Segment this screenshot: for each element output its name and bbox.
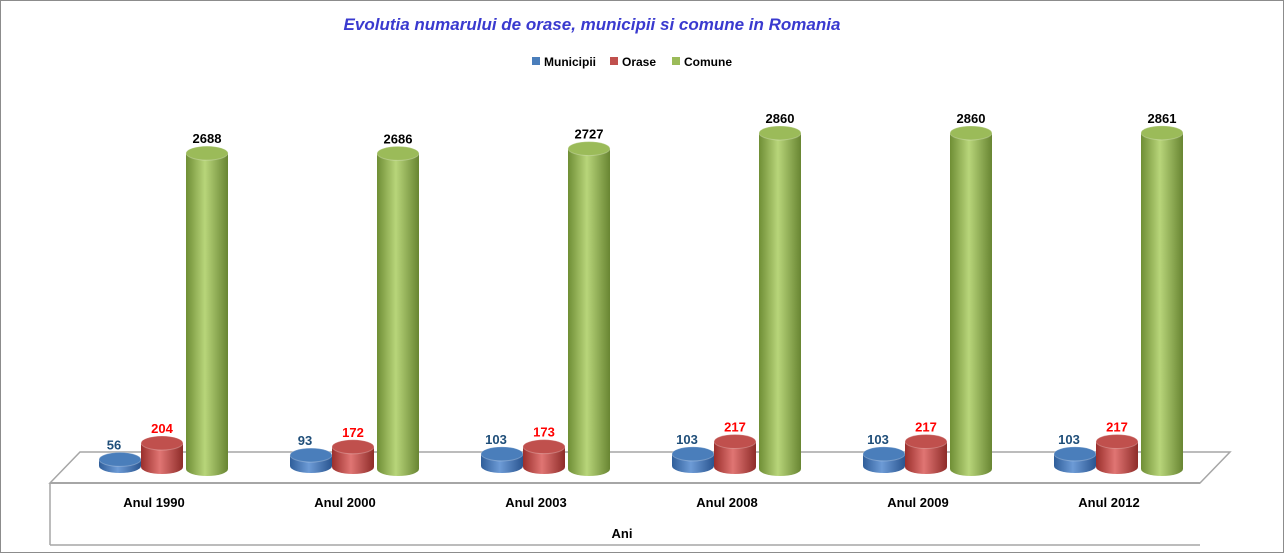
bar-orase-3 [713,434,757,474]
x-tick-label: Anul 2009 [887,495,948,510]
bar-comune-5 [1140,125,1184,476]
data-label-comune-2: 2727 [575,127,604,142]
legend-label-municipii: Municipii [544,55,596,69]
legend-label-orase: Orase [622,55,656,69]
bar-municipii-1 [289,447,333,473]
legend: Municipii Orase Comune [532,55,732,69]
x-tick-labels: Anul 1990 Anul 2000 Anul 2003 Anul 2008 Anul… [123,495,1139,510]
legend-label-comune: Comune [684,55,732,69]
x-axis-label: Ani [612,526,633,541]
data-label-comune-0: 2688 [193,131,222,146]
bars: 56 204 2688 93 172 2686 103 173 2727 103 217 2860 10… [98,111,1184,476]
legend-swatch-comune [672,57,680,65]
bar-orase-1 [331,439,375,474]
legend-swatch-orase [610,57,618,65]
data-label-municipii-2: 103 [485,432,507,447]
legend-swatch-municipii [532,57,540,65]
data-label-comune-5: 2861 [1148,111,1177,126]
x-tick-label: Anul 2008 [696,495,757,510]
bar-comune-1 [376,145,420,476]
data-label-municipii-0: 56 [107,437,121,452]
data-label-municipii-5: 103 [1058,432,1080,447]
data-label-orase-3: 217 [724,420,746,435]
data-label-municipii-3: 103 [676,432,698,447]
chart-title: Evolutia numarului de orase, municipii s… [344,15,841,34]
data-label-comune-4: 2860 [957,111,986,126]
x-tick-label: Anul 2000 [314,495,375,510]
bar-orase-5 [1095,434,1139,474]
bar-municipii-5 [1053,446,1097,473]
bar-comune-3 [758,125,802,476]
bar-comune-2 [567,141,611,476]
bar-orase-2 [522,439,566,474]
bar-municipii-4 [862,446,906,473]
data-label-orase-5: 217 [1106,420,1128,435]
x-tick-label: Anul 1990 [123,495,184,510]
data-label-orase-1: 172 [342,425,364,440]
x-tick-label: Anul 2003 [505,495,566,510]
bar-orase-0 [140,435,184,474]
bar-comune-4 [949,125,993,476]
bar-municipii-0 [98,451,142,473]
bar-municipii-3 [671,446,715,473]
data-label-orase-0: 204 [151,421,173,436]
data-label-municipii-4: 103 [867,432,889,447]
data-label-orase-2: 173 [533,425,555,440]
data-label-comune-1: 2686 [384,131,413,146]
bar-comune-0 [185,145,229,476]
data-label-municipii-1: 93 [298,433,312,448]
bar-orase-4 [904,434,948,474]
bar-municipii-2 [480,446,524,473]
data-label-orase-4: 217 [915,420,937,435]
data-label-comune-3: 2860 [766,111,795,126]
x-tick-label: Anul 2012 [1078,495,1139,510]
